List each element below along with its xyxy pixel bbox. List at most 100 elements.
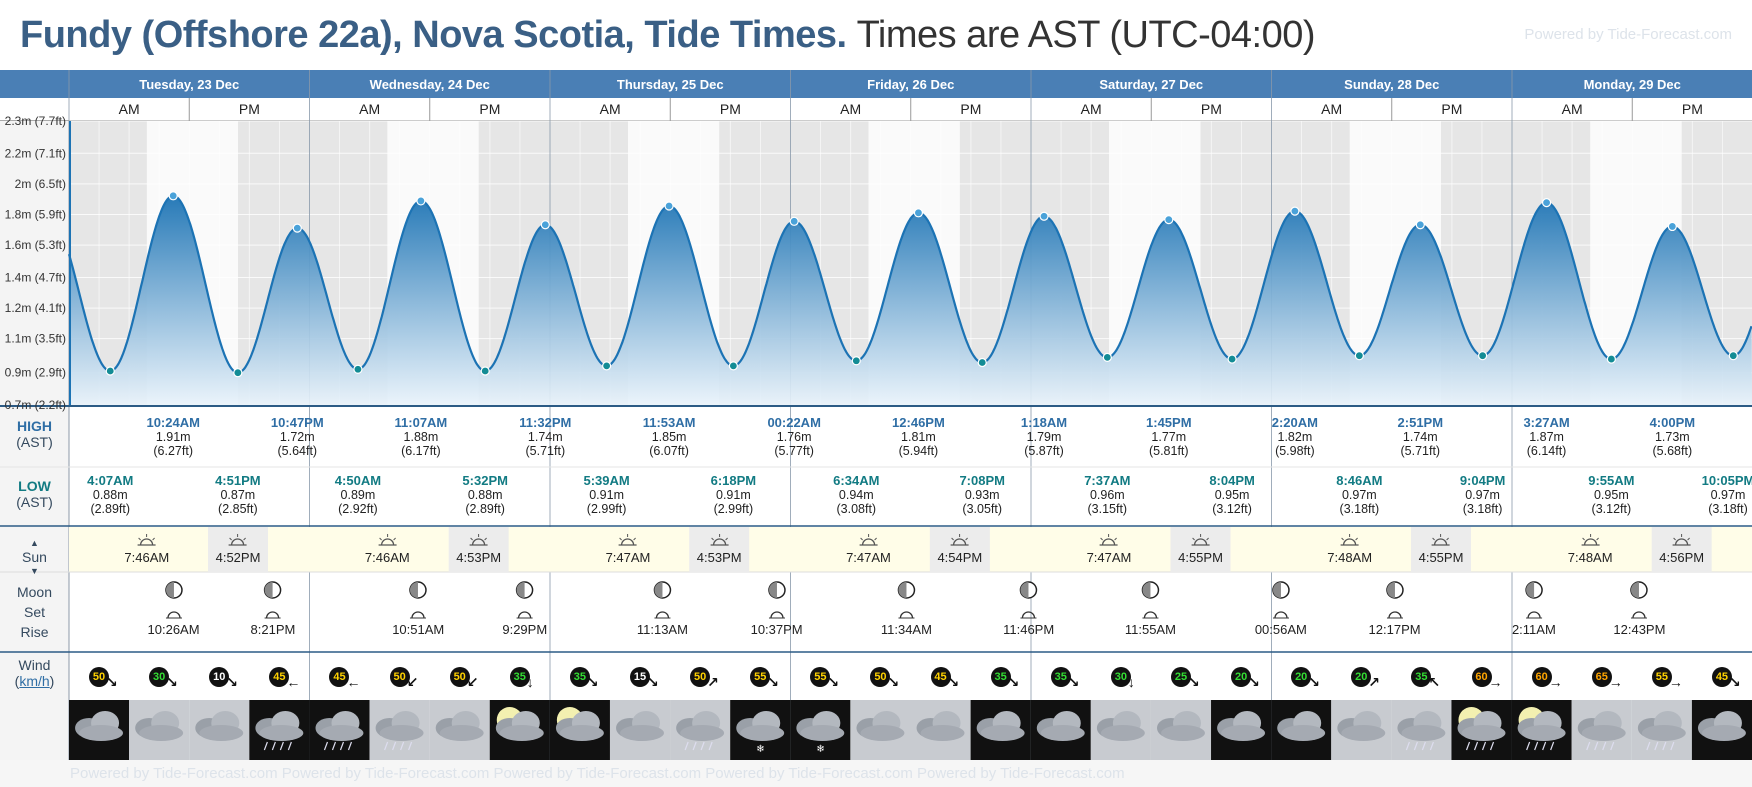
sun-label: ▲ Sun ▼	[22, 538, 47, 576]
wind-arrow-icon: ←	[346, 674, 361, 690]
weather-night-rain-icon	[249, 700, 310, 760]
wind-label: Wind (km/h)	[14, 657, 55, 689]
wind-arrow-icon: →	[1548, 674, 1563, 690]
weather-cloudy-icon	[189, 700, 250, 760]
low-tide-entry: 4:50AM 0.89m (2.92ft)	[334, 473, 382, 517]
moon-phase-icon	[1272, 581, 1290, 599]
day-header: Thursday, 25 Dec	[616, 76, 724, 92]
weather-night-cloud-icon	[1271, 700, 1332, 760]
sunset-icon	[1432, 534, 1451, 546]
weather-cloudy-icon	[129, 700, 190, 760]
wind-arrow-icon: ↘	[1728, 674, 1741, 690]
wind-indicator: 55 ↘	[805, 662, 839, 692]
sunset-icon	[229, 534, 248, 546]
moon-phase-icon	[1141, 581, 1160, 599]
moonrise-icon	[898, 611, 915, 619]
wind-indicator: 60 →	[1527, 662, 1563, 692]
wind-indicator: 15 ↘	[625, 662, 659, 692]
moonset-icon	[1525, 611, 1542, 619]
wind-indicator: 50 ↙	[445, 662, 478, 692]
wind-indicator: 25 ↘	[1166, 662, 1200, 692]
powered-by-bottom: Powered by Tide-Forecast.com Powered by …	[70, 765, 1125, 782]
high-tide-entry: 11:32PM 1.74m (5.71ft)	[519, 415, 572, 459]
weather-rain-icon	[369, 700, 430, 760]
wind-arrow-icon: ↓	[1127, 674, 1135, 690]
weather-cloudy-icon	[429, 700, 490, 760]
pm-label: PM	[1681, 101, 1703, 117]
sunset-entry: 4:53PM	[456, 533, 501, 565]
sunrise-entry: 7:46AM	[365, 533, 410, 565]
wind-indicator: 45 ←	[264, 662, 300, 692]
wind-indicator: 55 →	[1647, 662, 1683, 692]
moonset-entry: 9:29PM	[502, 580, 547, 637]
wind-arrow-icon: ↘	[586, 674, 599, 690]
wind-indicator: 20 ↘	[1286, 662, 1320, 692]
sunrise-icon	[618, 534, 637, 546]
wind-indicator: 45 ↘	[1707, 662, 1741, 692]
wind-indicator: 50 ↘	[865, 662, 899, 692]
moon-phase-icon	[1630, 581, 1649, 599]
high-tide-entry: 11:07AM 1.88m (6.17ft)	[394, 415, 448, 459]
wind-arrow-icon: ↓	[526, 674, 534, 690]
wind-arrow-icon: ←	[286, 674, 301, 690]
wind-indicator: 30 ↘	[144, 662, 178, 692]
wind-indicator: 55 ↘	[745, 662, 779, 692]
moonrise-icon	[1386, 611, 1403, 619]
am-label: AM	[1080, 101, 1102, 117]
wind-arrow-icon: ↘	[106, 674, 118, 690]
pm-label: PM	[238, 101, 260, 117]
moonset-entry: 8:21PM	[251, 580, 295, 637]
wind-indicator: 30 ↓	[1106, 662, 1136, 692]
high-tide-point	[416, 196, 426, 206]
moonrise-entry: 11:13AM	[637, 580, 688, 637]
low-tide-point	[1354, 351, 1364, 361]
moonrise-icon	[1631, 611, 1648, 619]
sunrise-entry: 7:48AM	[1327, 533, 1372, 565]
low-tide-point	[1102, 352, 1112, 362]
weather-rain-icon	[1631, 700, 1692, 760]
title-timezone: Times are AST (UTC-04:00)	[856, 13, 1316, 56]
moon-phase-icon	[516, 581, 534, 599]
wind-indicator: 35 ↘	[565, 662, 599, 692]
pm-label: PM	[1441, 101, 1463, 117]
y-tick-label: 0.7m (2.2ft)	[5, 398, 66, 412]
moonset-icon	[1272, 611, 1289, 619]
am-label: AM	[1321, 101, 1343, 117]
weather-cloudy-icon	[910, 700, 971, 760]
powered-by-top[interactable]: Powered by Tide-Forecast.com	[1524, 26, 1732, 43]
wind-arrow-icon: ↙	[466, 674, 479, 690]
high-tide-entry: 10:24AM 1.91m (6.27ft)	[146, 415, 200, 459]
y-tick-label: 1.1m (3.5ft)	[5, 332, 66, 346]
wind-unit-link[interactable]: km/h	[19, 673, 50, 689]
high-tide-point	[1290, 206, 1300, 216]
page-title: Fundy (Offshore 22a), Nova Scotia, Tide …	[0, 0, 1752, 70]
moonset-entry: 2:11AM	[1512, 580, 1556, 637]
sunrise-entry: 7:46AM	[124, 533, 169, 565]
wind-arrow-icon: ↘	[166, 674, 178, 690]
tide-line	[67, 194, 1752, 374]
weather-night-cloud-icon	[1691, 700, 1752, 760]
wind-indicator: 35 ↘	[986, 662, 1019, 692]
wind-indicator: 35 ↖	[1406, 662, 1440, 692]
sunrise-icon	[1340, 534, 1359, 546]
moonrise-icon	[410, 611, 427, 619]
wind-arrow-icon: ↘	[1067, 674, 1080, 690]
wind-arrow-icon: ↘	[1248, 674, 1260, 690]
weather-night-cloud-icon	[1211, 700, 1272, 760]
y-tick-label: 1.8m (5.9ft)	[5, 208, 66, 222]
high-tide-point	[913, 208, 924, 218]
wind-arrow-icon: ↖	[1428, 674, 1441, 690]
weather-rain-icon	[1391, 700, 1452, 760]
sunset-entry: 4:53PM	[697, 533, 742, 565]
weather-night-cloud-icon	[1030, 700, 1091, 760]
weather-night-rain-icon	[309, 700, 370, 760]
low-tide-point	[1227, 354, 1237, 364]
moon-phase-icon	[1019, 581, 1038, 599]
weather-cloudy-icon	[1331, 700, 1392, 760]
wind-arrow-icon: →	[1488, 674, 1503, 690]
moon-phase-icon	[897, 581, 916, 599]
sunset-icon	[950, 534, 969, 546]
weather-night-moon-rain-icon	[1451, 700, 1512, 760]
high-tide-point	[292, 223, 302, 233]
high-tide-point	[1667, 221, 1677, 232]
